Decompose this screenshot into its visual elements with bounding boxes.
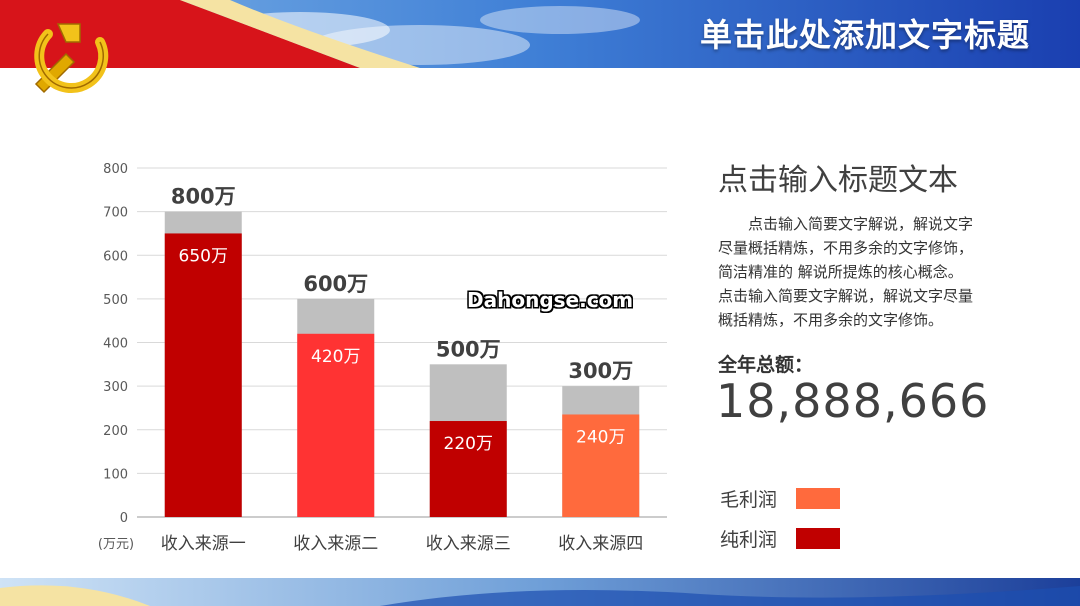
total-value: 18,888,666 xyxy=(716,374,990,428)
x-tick-label: 收入来源一 xyxy=(161,534,246,554)
y-tick-label: 400 xyxy=(103,337,128,352)
y-tick-label: 0 xyxy=(120,511,128,526)
total-label: 全年总额： xyxy=(718,354,814,376)
legend-swatch-gross xyxy=(796,488,840,509)
bar-inner xyxy=(429,421,507,517)
y-tick-label: 700 xyxy=(103,206,128,221)
bar-inner xyxy=(297,333,375,517)
footer-band xyxy=(0,578,1080,606)
x-tick-label: 收入来源三 xyxy=(426,534,511,554)
y-tick-label: 100 xyxy=(103,467,128,482)
bar-top-label: 800万 xyxy=(171,185,236,209)
page-title[interactable]: 单击此处添加文字标题 xyxy=(699,16,1030,54)
desc-line: 点击输入简要文字解说，解说文字尽量 xyxy=(718,287,974,305)
bar-chart: 0 100 200 300 400 500 600 700 800 (万元) 800万 650万收入来… xyxy=(98,162,667,554)
bar-inner-label: 220万 xyxy=(444,434,493,454)
legend-swatch-net xyxy=(796,528,840,549)
y-unit-label: (万元) xyxy=(98,537,134,552)
party-emblem-icon xyxy=(34,23,109,94)
x-tick-label: 收入来源二 xyxy=(293,534,378,554)
header-banner xyxy=(0,0,1080,68)
y-tick-label: 300 xyxy=(103,380,128,395)
desc-line: 简洁精准的 解说所提炼的核心概念。 xyxy=(718,263,963,281)
bar-top-label: 600万 xyxy=(303,272,368,296)
y-tick-label: 500 xyxy=(103,293,128,308)
y-tick-label: 800 xyxy=(103,162,128,177)
bar-inner xyxy=(164,233,242,517)
y-tick-label: 200 xyxy=(103,424,128,439)
bar-top-label: 500万 xyxy=(436,337,501,361)
side-description[interactable]: 点击输入简要文字解说，解说文字 尽量概括精炼，不用多余的文字修饰， 简洁精准的 … xyxy=(718,212,1018,332)
bar-inner-label: 420万 xyxy=(311,347,360,367)
x-tick-label: 收入来源四 xyxy=(558,534,643,554)
side-title[interactable]: 点击输入标题文本 xyxy=(718,163,958,198)
y-tick-label: 600 xyxy=(103,249,128,264)
watermark: Dahongse.com xyxy=(467,288,634,312)
desc-line: 概括精炼，不用多余的文字修饰。 xyxy=(718,311,944,329)
legend-label-gross: 毛利润 xyxy=(720,489,778,511)
desc-line: 尽量概括精炼，不用多余的文字修饰， xyxy=(718,239,974,257)
bar-inner-label: 240万 xyxy=(576,427,625,447)
desc-line: 点击输入简要文字解说，解说文字 xyxy=(718,215,974,233)
bar-inner-label: 650万 xyxy=(179,246,228,266)
legend-label-net: 纯利润 xyxy=(720,529,778,551)
bar-top-label: 300万 xyxy=(568,359,633,383)
bar-inner xyxy=(562,414,640,517)
